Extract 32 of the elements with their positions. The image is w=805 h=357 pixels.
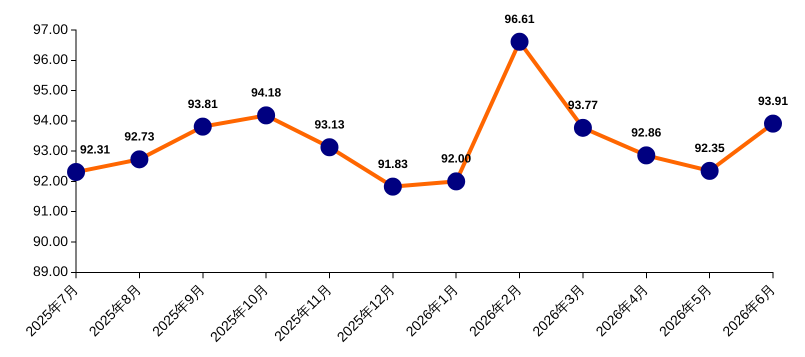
- data-label: 96.61: [504, 12, 535, 26]
- y-tick-label: 94.00: [32, 112, 68, 128]
- point: [764, 114, 782, 133]
- data-label: 92.35: [694, 141, 725, 156]
- y-tick-label: 93.00: [32, 142, 68, 158]
- data-label: 93.91: [758, 94, 788, 108]
- data-label: 93.13: [314, 118, 345, 132]
- point: [194, 118, 212, 136]
- y-tick-label: 91.00: [32, 202, 68, 219]
- y-tick-label: 97.00: [32, 20, 68, 37]
- point: [510, 32, 529, 51]
- data-label: 92.86: [631, 126, 662, 140]
- data-label: 91.83: [378, 156, 408, 171]
- y-tick-label: 89.00: [32, 263, 68, 280]
- point: [67, 163, 86, 182]
- point: [637, 146, 656, 164]
- point: [257, 106, 276, 124]
- point: [384, 178, 402, 196]
- y-tick-label: 90.00: [32, 232, 68, 249]
- y-tick-label: 92.00: [32, 172, 68, 188]
- point: [447, 172, 466, 190]
- point: [320, 138, 338, 156]
- data-label: 93.77: [568, 98, 598, 112]
- data-label: 94.18: [251, 86, 282, 100]
- y-tick-label: 96.00: [32, 51, 68, 68]
- data-label: 92.73: [124, 130, 155, 144]
- point: [574, 118, 592, 137]
- point: [130, 150, 148, 168]
- point: [700, 162, 719, 180]
- y-tick-label: 95.00: [32, 81, 68, 98]
- data-label: 92.31: [80, 142, 110, 156]
- data-label: 93.81: [188, 96, 218, 111]
